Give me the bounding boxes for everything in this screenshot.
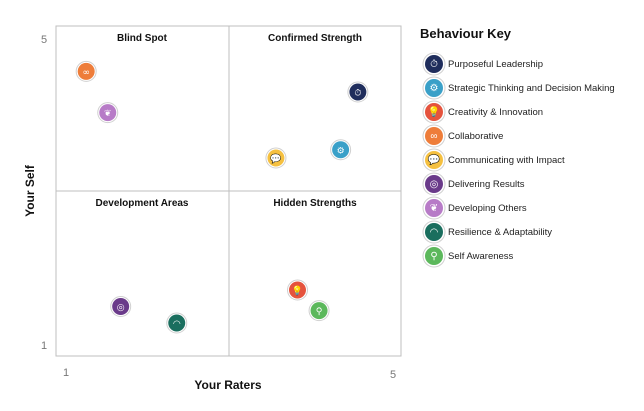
speech-bubbles-icon: 💬 — [425, 151, 443, 169]
legend-item: ❦ Developing Others — [425, 196, 615, 220]
gears-icon: ⚙ — [425, 79, 443, 97]
quadrant-label-hidden-strengths: Hidden Strengths — [273, 198, 357, 209]
legend-item: ◠ Resilience & Adaptability — [425, 220, 615, 244]
legend-item-label: Collaborative — [448, 130, 504, 142]
x-tick-left: 1 — [63, 367, 69, 379]
legend-item-label: Delivering Results — [448, 178, 525, 190]
data-point-marker — [332, 141, 350, 159]
quadrant-label-development-areas: Development Areas — [96, 198, 189, 209]
legend-item-label: Developing Others — [448, 202, 527, 214]
data-point: ⚙ — [330, 139, 352, 161]
legend-item: ⏱ Purposeful Leadership — [425, 52, 615, 76]
legend: ⏱ Purposeful Leadership ⚙ Strategic Thinkin… — [425, 52, 615, 268]
target-icon: ◎ — [117, 303, 125, 313]
data-point-marker — [349, 83, 367, 101]
links-icon: ∞ — [82, 68, 90, 78]
legend-item: 💬 Communicating with Impact — [425, 148, 615, 172]
wifi-icon: ◠ — [173, 320, 181, 330]
legend-item: ⚲ Self Awareness — [425, 244, 615, 268]
legend-item-label: Strategic Thinking and Decision Making — [448, 82, 615, 94]
data-point-marker — [99, 104, 117, 122]
y-tick-bottom: 1 — [41, 340, 47, 352]
data-point: 💡 — [287, 279, 308, 301]
legend-item: ∞ Collaborative — [425, 124, 615, 148]
gears-icon: ⚙ — [337, 146, 345, 156]
magnifier-icon: ⚲ — [316, 307, 323, 317]
sprout-icon: ❦ — [425, 199, 443, 217]
quadrant-label-confirmed-strength: Confirmed Strength — [268, 33, 362, 44]
legend-item: ◎ Delivering Results — [425, 172, 615, 196]
speech-bubbles-icon: 💬 — [270, 153, 281, 165]
lightbulb-icon: 💡 — [425, 103, 443, 121]
data-point-marker — [112, 298, 130, 315]
data-point: ◎ — [110, 296, 132, 317]
x-tick-right: 5 — [390, 369, 396, 381]
legend-item: ⚙ Strategic Thinking and Decision Making — [425, 76, 615, 100]
legend-item-label: Purposeful Leadership — [448, 58, 544, 70]
legend-item-label: Communicating with Impact — [448, 154, 565, 166]
data-point: ❦ — [97, 102, 119, 124]
data-point-marker — [310, 302, 328, 320]
wifi-icon: ◠ — [425, 223, 443, 241]
lightbulb-icon: 💡 — [292, 285, 303, 297]
magnifier-icon: ⚲ — [425, 247, 443, 265]
data-point: 💬 — [265, 147, 287, 169]
data-point: ◠ — [166, 312, 188, 334]
data-point-marker — [289, 281, 306, 299]
stopwatch-icon: ⏱ — [425, 55, 443, 73]
data-point-marker — [267, 149, 285, 167]
legend-item-label: Creativity & Innovation — [448, 106, 544, 118]
y-tick-top: 5 — [41, 34, 47, 46]
data-point-marker — [77, 62, 95, 80]
quadrant-label-blind-spot: Blind Spot — [117, 33, 168, 44]
legend-item: 💡 Creativity & Innovation — [425, 100, 615, 124]
legend-title: Behaviour Key — [420, 26, 512, 41]
y-axis-title: Your Self — [23, 164, 37, 217]
data-point: ∞ — [75, 60, 97, 82]
x-axis-title: Your Raters — [194, 378, 261, 392]
data-point: ⏱ — [347, 81, 369, 103]
legend-item-label: Self Awareness — [448, 250, 514, 262]
target-icon: ◎ — [425, 175, 443, 193]
sprout-icon: ❦ — [104, 109, 112, 119]
legend-item-label: Resilience & Adaptability — [448, 226, 553, 238]
data-point-marker — [168, 314, 186, 332]
data-point: ⚲ — [308, 300, 330, 322]
stopwatch-icon: ⏱ — [354, 89, 361, 99]
links-icon: ∞ — [425, 127, 443, 145]
data-points: ⏱ ⚙ 💡 ∞ 💬 ◎ ❦ ◠ ⚲ — [75, 60, 369, 334]
